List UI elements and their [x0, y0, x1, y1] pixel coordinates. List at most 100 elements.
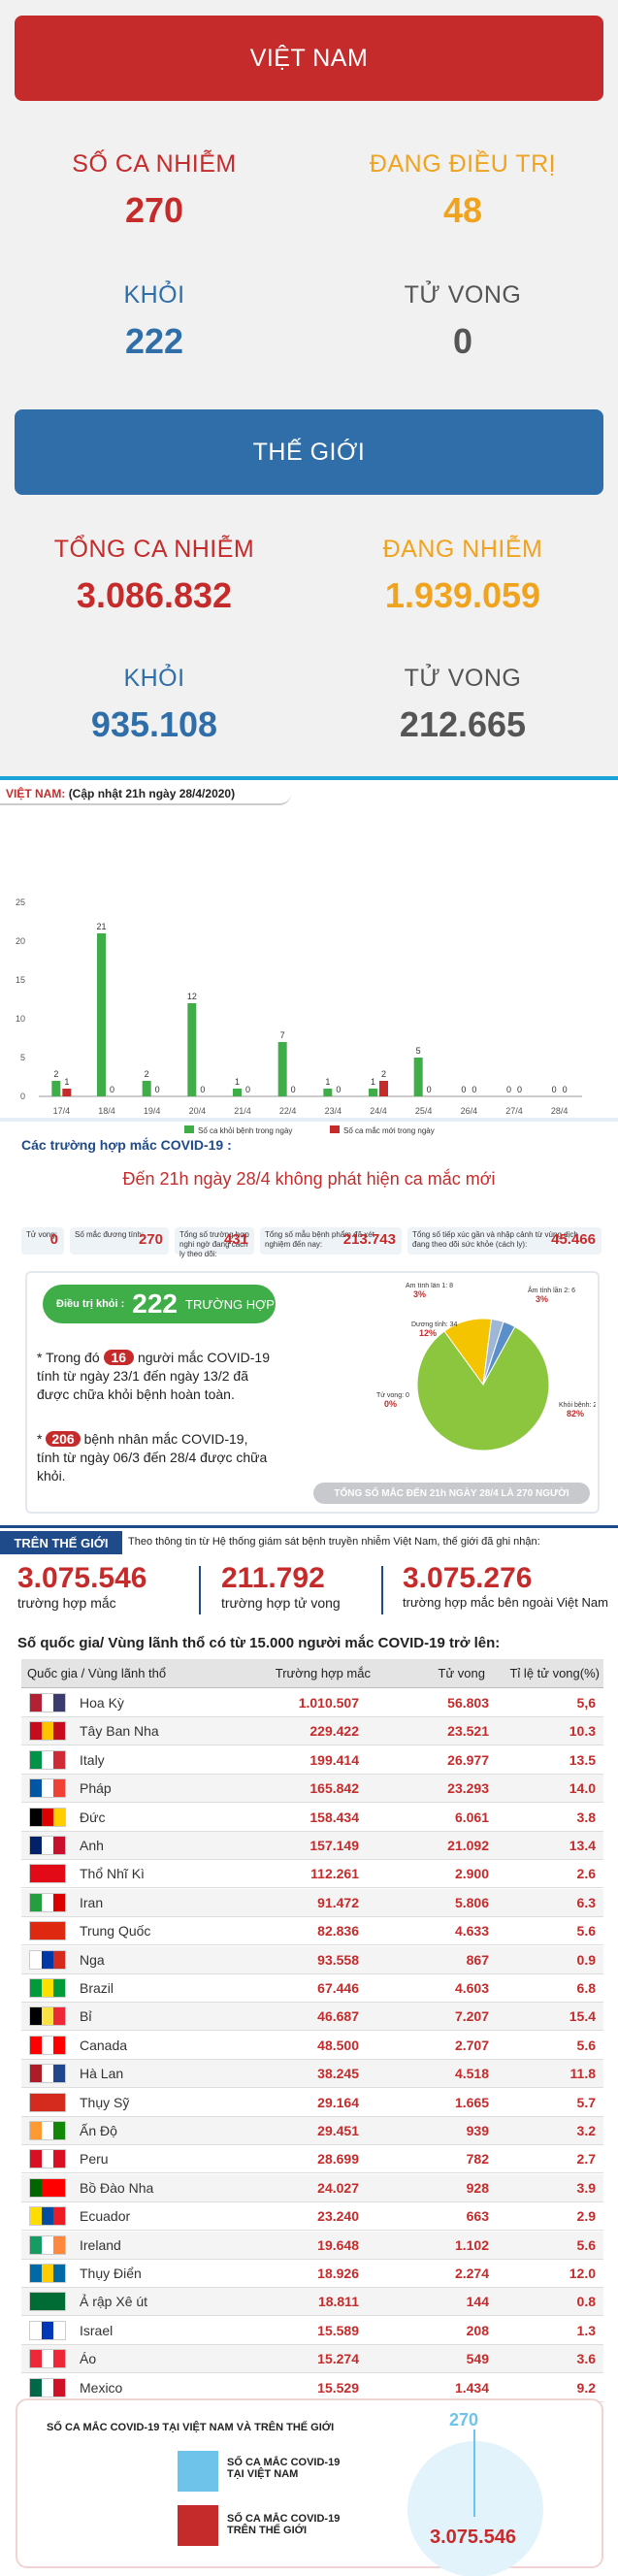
world-banner[interactable]: THẾ GIỚI: [15, 409, 603, 495]
cases-section-title: Các trường hợp mắc COVID-19 :: [21, 1137, 232, 1153]
cell-deaths: 56.803: [447, 1695, 489, 1711]
cell-deaths: 5.806: [454, 1894, 489, 1910]
country-flag-icon: [29, 2064, 66, 2084]
cell-deaths: 4.633: [454, 1923, 489, 1940]
country-flag-icon: [29, 2121, 66, 2140]
vn-header-title: VIỆT NAM:: [6, 787, 66, 800]
cell-name: Bỉ: [80, 2008, 92, 2025]
x-tick-label: 26/4: [461, 1106, 478, 1116]
cell-cases: 46.687: [317, 2008, 359, 2025]
cell-rate: 12.0: [569, 2266, 596, 2281]
cell-name: Trung Quốc: [80, 1923, 151, 1940]
cell-rate: 3.2: [576, 2123, 596, 2138]
table-row: Đức 158.434 6.061 3.8: [21, 1803, 603, 1832]
cell-deaths: 144: [466, 2294, 489, 2310]
cell-rate: 9.2: [576, 2379, 596, 2396]
pie-label: Dương tính: 34: [411, 1321, 458, 1328]
country-flag-icon: [29, 1778, 66, 1799]
chip-label: Tử vong:: [26, 1230, 58, 1239]
bar-label-recovered: 12: [187, 992, 197, 1001]
info-world-outside-label: trường hợp mắc bên ngoài Việt Nam: [403, 1595, 608, 1610]
x-tick-label: 21/4: [234, 1106, 251, 1116]
country-flag-icon: [29, 1807, 66, 1827]
cell-cases: 199.414: [309, 1751, 359, 1768]
table-row: Anh 157.149 21.092 13.4: [21, 1832, 603, 1860]
chip-label: Tổng số mẫu bệnh phẩm đã xét nghiệm đến …: [265, 1230, 374, 1249]
cell-name: Thổ Nhĩ Kì: [80, 1866, 145, 1882]
covid-infographic[interactable]: VIỆT NAM: (Cập nhật 21h ngày 28/4/2020) …: [0, 776, 618, 2576]
world-recovered-value: 935.108: [90, 704, 218, 744]
vn-deaths-value: 0: [452, 321, 473, 361]
pie-label: Âm tính lần 1: 8: [406, 1283, 453, 1289]
chip-value: 0: [49, 1231, 58, 1248]
x-tick-label: 22/4: [279, 1106, 297, 1116]
cell-rate: 11.8: [569, 2066, 596, 2082]
bar-label-recovered: 1: [371, 1077, 375, 1087]
bar-label-recovered: 7: [280, 1030, 285, 1040]
table-row: Thổ Nhĩ Kì 112.261 2.900 2.6: [21, 1860, 603, 1889]
bar-recovered: [187, 1003, 197, 1096]
info-world-deaths: 211.792: [221, 1562, 325, 1594]
y-tick-label: 0: [20, 1092, 25, 1101]
cell-rate: 5.7: [576, 2094, 596, 2110]
legend-new-swatch: [330, 1125, 340, 1133]
bar-new-cases: [62, 1089, 72, 1096]
top-border: [0, 776, 618, 780]
cell-name: Mexico: [80, 2379, 123, 2396]
country-flag-icon: [29, 2234, 66, 2255]
bar-label-new: 0: [110, 1085, 114, 1094]
cell-name: Tây Ban Nha: [80, 1723, 159, 1740]
cell-deaths: 23.521: [447, 1723, 489, 1740]
comparison-vn-value: 270: [449, 2410, 479, 2429]
pie-pct: 12%: [419, 1328, 437, 1338]
table-row: Ả rập Xê út 18.811 144 0.8: [21, 2288, 603, 2317]
cell-rate: 5.6: [576, 2037, 596, 2053]
sep-1: [199, 1566, 201, 1614]
cell-cases: 19.648: [317, 2236, 359, 2253]
vn-recovered-label: KHỎI: [123, 281, 185, 309]
cell-deaths: 2.900: [454, 1866, 489, 1882]
table-row: Peru 28.699 782 2.7: [21, 2145, 603, 2174]
bar-label-recovered: 1: [235, 1077, 240, 1087]
cell-name: Canada: [80, 2037, 128, 2053]
cell-rate: 2.6: [576, 1866, 596, 1882]
cell-name: Thụy Sỹ: [80, 2094, 130, 2110]
cell-cases: 24.027: [317, 2179, 359, 2196]
cell-deaths: 1.434: [454, 2379, 489, 2396]
no-new-cases-text: Đến 21h ngày 28/4 không phát hiện ca mắc…: [122, 1169, 496, 1189]
cell-name: Hà Lan: [80, 2066, 124, 2082]
vn-treating-label: ĐANG ĐIỀU TRỊ: [369, 150, 557, 178]
cell-deaths: 928: [466, 2179, 489, 2196]
cell-cases: 112.261: [310, 1866, 359, 1882]
stat-chip: Tử vong: 0: [21, 1227, 64, 1255]
bar-label-recovered: 0: [506, 1085, 511, 1094]
bar-label-new: 0: [200, 1085, 205, 1094]
th-rate: Tỉ lệ tử vong(%): [509, 1666, 600, 1680]
comparison-line: [473, 2429, 475, 2517]
cell-cases: 48.500: [317, 2037, 359, 2053]
table-row: Pháp 165.842 23.293 14.0: [21, 1775, 603, 1804]
table-row: Áo 15.274 549 3.6: [21, 2345, 603, 2374]
cell-cases: 15.529: [317, 2379, 359, 2396]
cell-rate: 6.3: [576, 1894, 596, 1910]
recovered-panel: Điều trị khỏi : 222 TRƯỜNG HỢP * Trong đ…: [25, 1271, 600, 1514]
table-row: Ấn Độ 29.451 939 3.2: [21, 2117, 603, 2145]
country-flag-icon: [29, 2292, 66, 2312]
world-active-value: 1.939.059: [384, 575, 541, 615]
cell-rate: 5.6: [576, 2236, 596, 2253]
cell-rate: 1.3: [576, 2322, 596, 2338]
pie-slice: [416, 1325, 550, 1451]
country-flag-icon: [29, 2177, 66, 2198]
world-divider: [0, 1525, 618, 1528]
cell-cases: 229.422: [309, 1723, 359, 1740]
bar-label-recovered: 0: [552, 1085, 557, 1094]
cell-name: Peru: [80, 2151, 109, 2168]
pie-footer: TỔNG SỐ MẮC ĐẾN 21h NGÀY 28/4 LÀ 270 NGƯ…: [313, 1483, 590, 1504]
table-row: Mexico 15.529 1.434 9.2: [21, 2373, 603, 2402]
world-active-label: ĐANG NHIỄM: [382, 536, 543, 563]
table-row: Trung Quốc 82.836 4.633 5.6: [21, 1917, 603, 1946]
cell-name: Iran: [80, 1894, 104, 1910]
bar-label-recovered: 2: [53, 1069, 58, 1079]
vn-treating-stat: ĐANG ĐIỀU TRỊ 48: [309, 150, 617, 231]
vietnam-banner[interactable]: VIỆT NAM: [15, 16, 603, 101]
